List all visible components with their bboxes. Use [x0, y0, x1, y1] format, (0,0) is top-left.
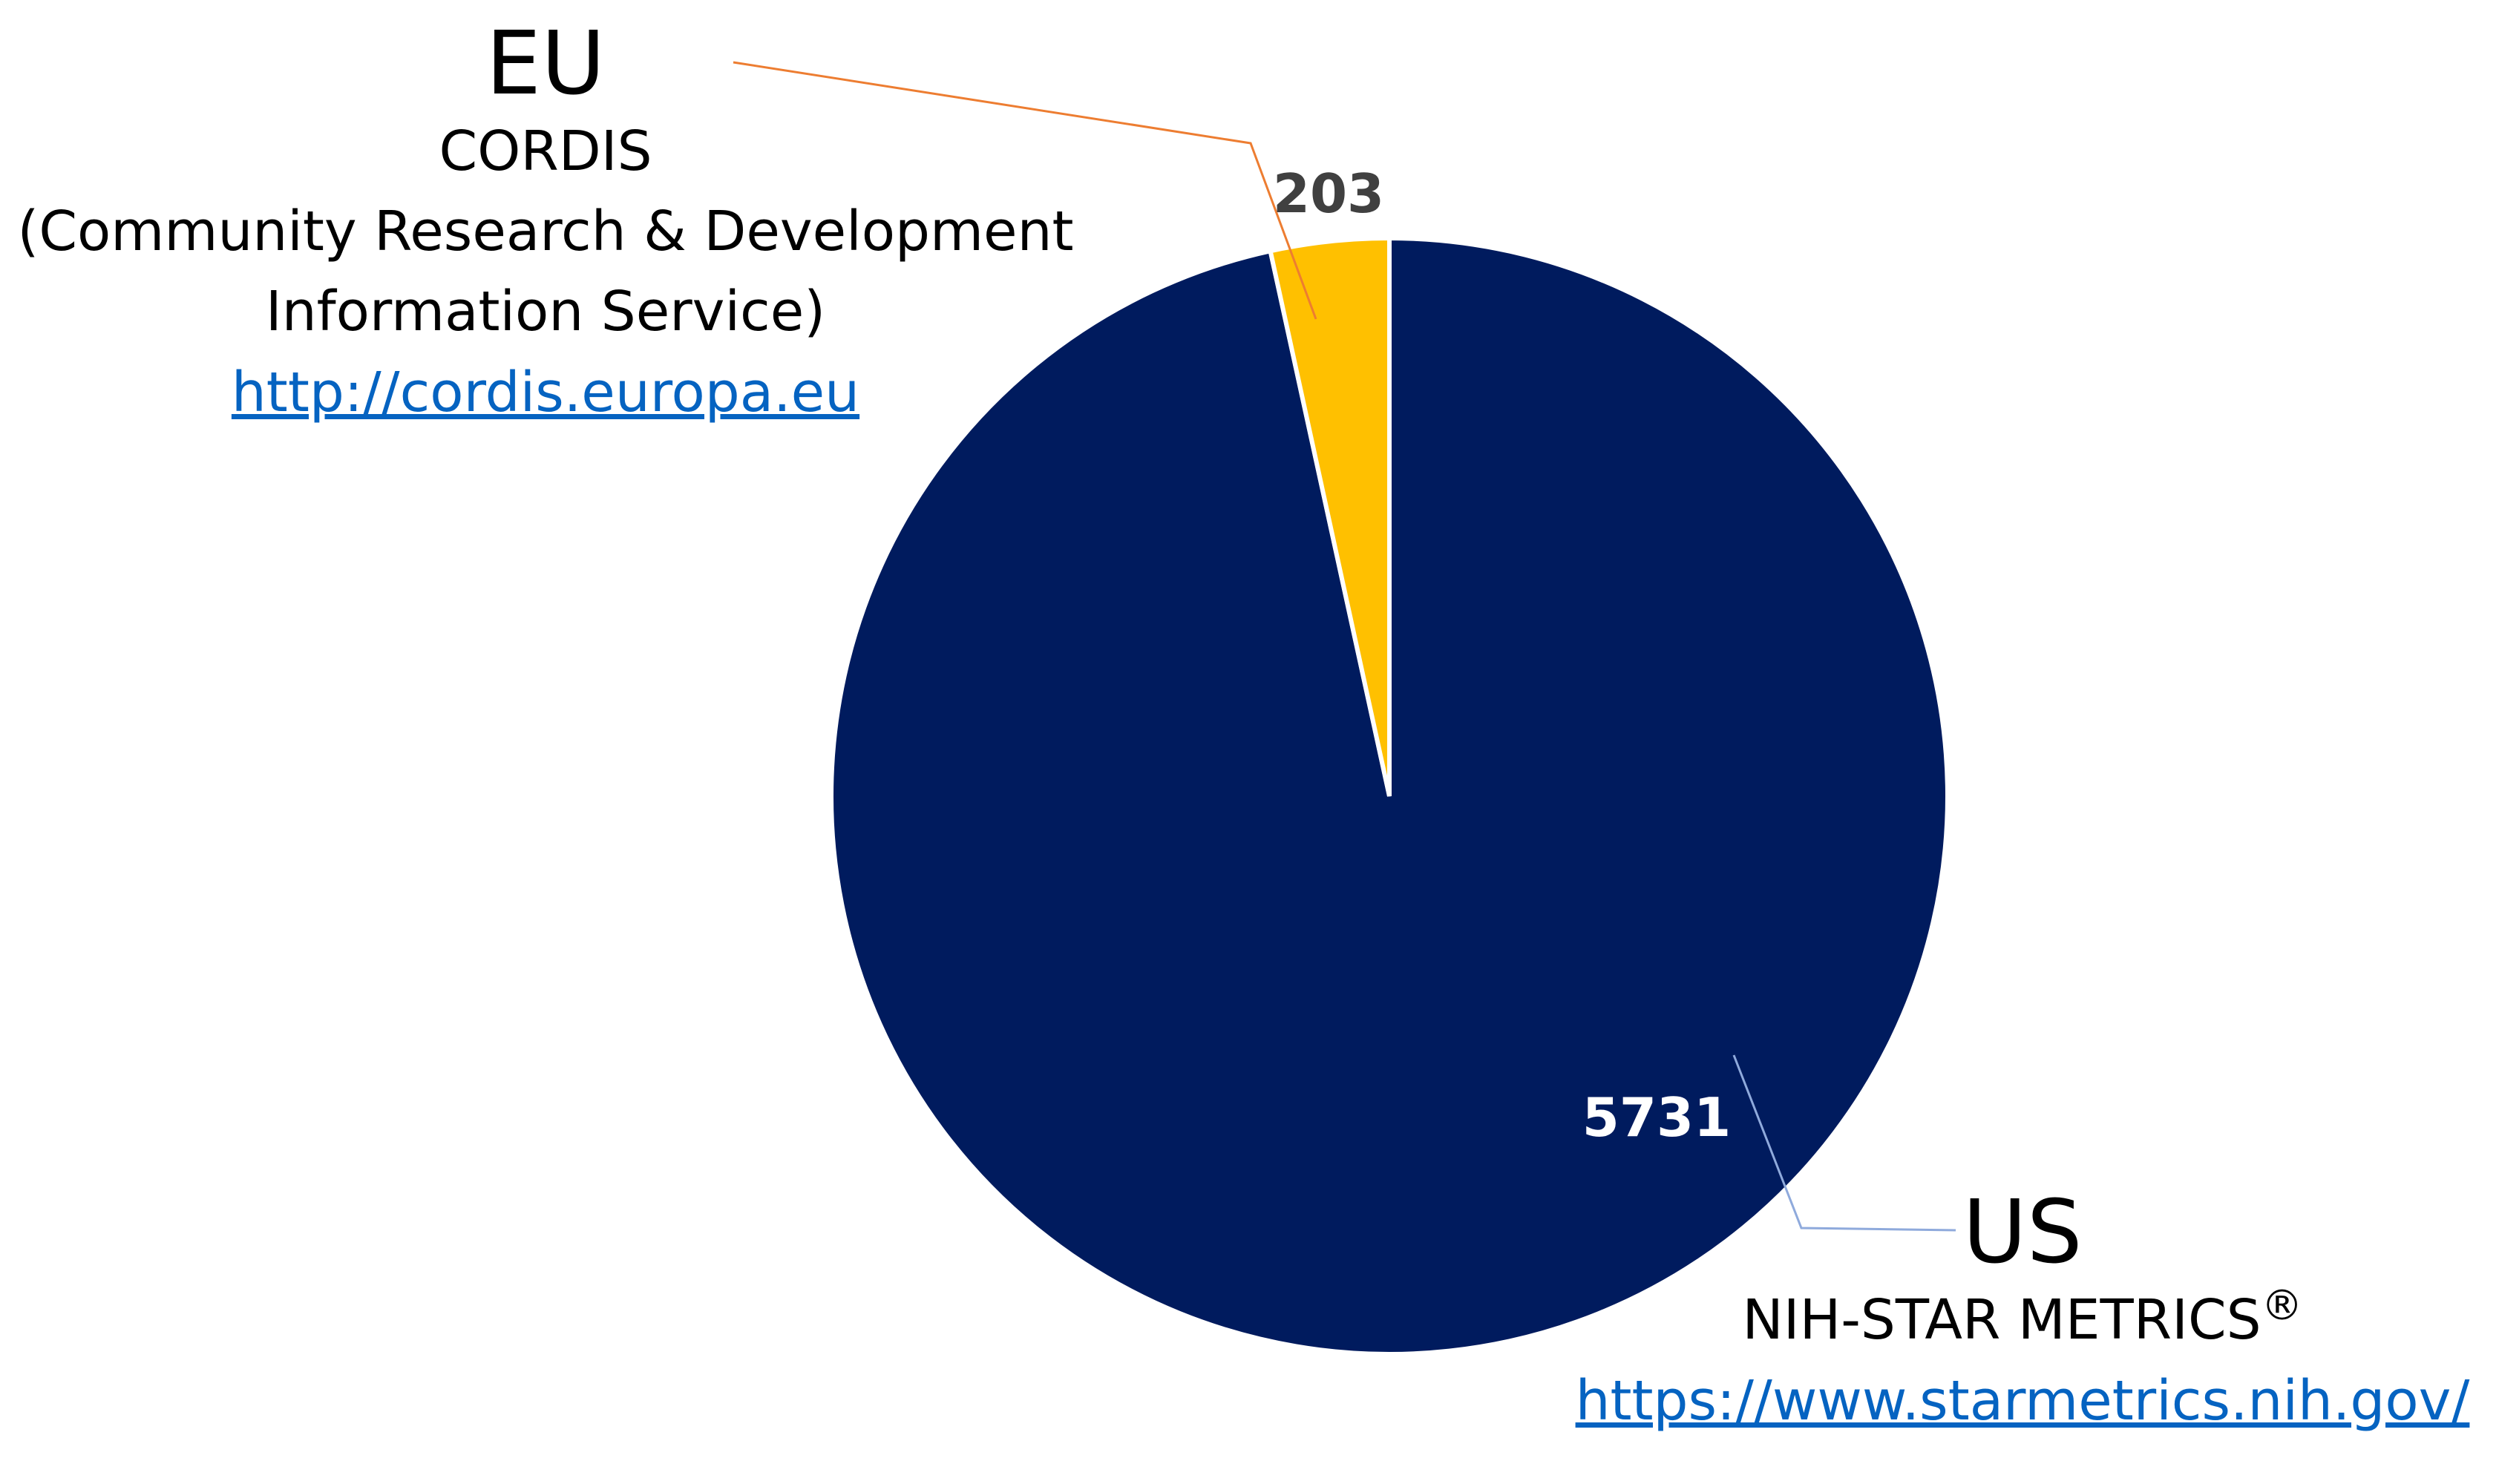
data-label-eu: 203 [1273, 162, 1384, 225]
registered-mark: ® [2261, 1281, 2303, 1330]
us-leader-line [1732, 1054, 1956, 1232]
data-labels: 203 5731 [1273, 162, 1731, 1149]
eu-source-full-line2: Information Service) [265, 280, 826, 344]
us-annotation: US NIH-STAR METRICS® https://www.starmet… [1551, 1183, 2494, 1442]
us-source-line: NIH-STAR METRICS® [1551, 1280, 2494, 1360]
us-url-link[interactable]: https://www.starmetrics.nih.gov/ [1575, 1369, 2470, 1433]
pie-slices [829, 235, 1950, 1356]
eu-region-label: EU [485, 12, 606, 114]
pie-slice-eu [1268, 235, 1392, 797]
eu-source-full-line1: (Community Research & Development [17, 200, 1074, 263]
us-source-label: NIH-STAR METRICS [1742, 1288, 2261, 1352]
eu-source-label: CORDIS [439, 119, 652, 183]
eu-url-link[interactable]: http://cordis.europa.eu [231, 361, 860, 424]
us-region-label: US [1962, 1181, 2083, 1283]
data-label-us: 5731 [1582, 1086, 1731, 1149]
eu-annotation: EU CORDIS (Community Research & Developm… [0, 15, 1091, 433]
eu-leader-line [733, 61, 1317, 320]
leader-lines [733, 61, 1956, 1232]
